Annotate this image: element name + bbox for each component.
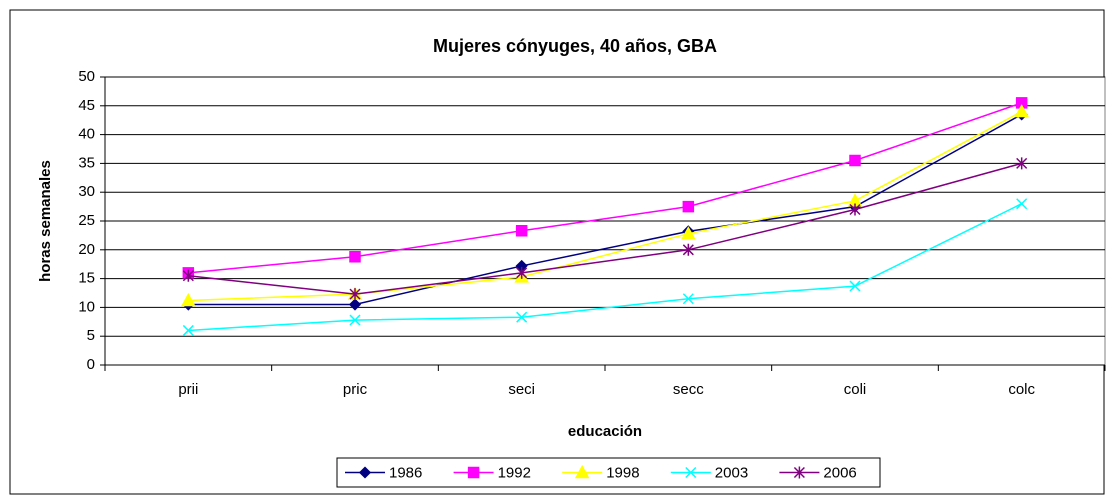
chart-title: Mujeres cónyuges, 40 años, GBA [433, 36, 717, 56]
marker [349, 250, 361, 263]
x-tick-label: pric [343, 381, 368, 398]
marker [682, 200, 695, 213]
x-tick-label: colc [1008, 381, 1035, 398]
marker [682, 243, 694, 256]
series-line [188, 113, 1023, 306]
series-line [188, 110, 1023, 302]
legend-marker [793, 466, 805, 479]
y-tick-label: 0 [87, 356, 95, 373]
legend-label: 1998 [606, 464, 639, 481]
marker [516, 266, 528, 279]
y-tick-label: 35 [78, 154, 95, 171]
y-tick-label: 15 [78, 270, 95, 287]
marker [849, 203, 861, 216]
marker [515, 225, 528, 237]
marker [516, 311, 528, 323]
legend-marker [358, 466, 372, 479]
y-tick-label: 20 [78, 241, 95, 258]
marker [181, 292, 196, 307]
marker [1014, 103, 1029, 118]
series-line [188, 203, 1023, 332]
legend-label: 1992 [498, 464, 531, 481]
marker [182, 269, 194, 282]
legend-label: 1986 [389, 464, 422, 481]
marker [1016, 157, 1028, 170]
y-tick-label: 30 [78, 183, 95, 200]
legend-marker [467, 466, 480, 479]
y-tick-label: 5 [87, 327, 95, 344]
legend-marker [685, 466, 697, 479]
marker [1015, 97, 1028, 109]
legend-marker [574, 464, 590, 479]
marker [849, 154, 861, 167]
y-tick-label: 50 [78, 68, 95, 85]
series-line [188, 162, 1022, 295]
marker [182, 324, 194, 336]
x-tick-label: prii [178, 381, 198, 398]
marker [349, 288, 361, 301]
y-tick-label: 40 [78, 126, 95, 143]
x-tick-label: secc [673, 381, 704, 398]
marker [681, 226, 696, 240]
y-tick-label: 10 [78, 298, 95, 315]
y-tick-label: 45 [78, 97, 95, 114]
legend-label: 2003 [715, 464, 748, 481]
y-tick-label: 25 [78, 212, 95, 229]
legend-label: 2006 [823, 464, 856, 481]
x-tick-label: seci [508, 381, 535, 398]
y-axis-label: horas semanales [37, 160, 54, 282]
marker [849, 280, 861, 292]
x-axis-label: educación [568, 423, 642, 440]
series-line [188, 102, 1022, 274]
marker [348, 298, 362, 311]
x-tick-label: coli [844, 381, 867, 398]
marker [349, 314, 361, 326]
marker [1016, 198, 1028, 210]
marker [682, 293, 694, 305]
